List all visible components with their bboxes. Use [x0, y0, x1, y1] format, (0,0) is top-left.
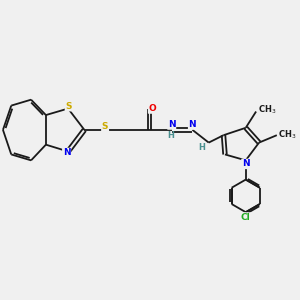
Text: N: N — [63, 148, 70, 158]
Text: Cl: Cl — [241, 213, 250, 222]
Text: S: S — [65, 102, 72, 111]
Text: O: O — [148, 104, 156, 113]
Text: CH$_3$: CH$_3$ — [278, 129, 297, 141]
Text: H: H — [168, 131, 175, 140]
Text: CH$_3$: CH$_3$ — [258, 104, 276, 116]
Text: N: N — [242, 159, 250, 168]
Text: N: N — [189, 120, 196, 129]
Text: N: N — [168, 120, 176, 129]
Text: H: H — [198, 143, 205, 152]
Text: S: S — [102, 122, 108, 131]
